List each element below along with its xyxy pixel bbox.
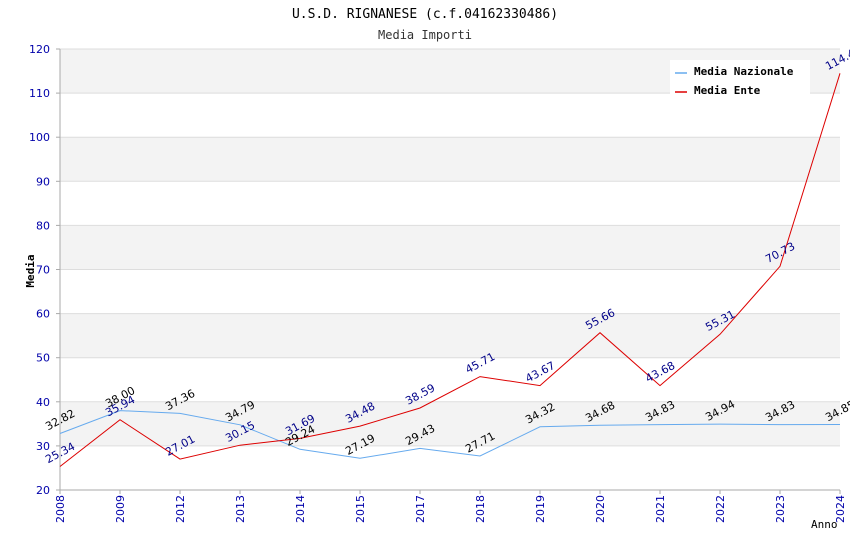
series-line-1 xyxy=(59,73,841,467)
x-tick-label: 2020 xyxy=(594,495,607,523)
y-tick-label: 50 xyxy=(36,352,50,365)
y-tick-label: 80 xyxy=(36,219,50,232)
x-tick-label: 2009 xyxy=(114,495,127,523)
series-line-0 xyxy=(59,410,841,459)
plot-band xyxy=(60,445,840,490)
x-tick-label: 2013 xyxy=(234,495,247,523)
series-lines xyxy=(59,73,841,467)
legend-label-media-nazionale: Media Nazionale xyxy=(694,65,794,78)
x-tick-label: 2012 xyxy=(174,495,187,523)
plot-band xyxy=(60,181,840,226)
legend-label-media-ente: Media Ente xyxy=(694,84,761,97)
plot-band xyxy=(60,357,840,402)
chart-title: U.S.D. RIGNANESE (c.f.04162330486) xyxy=(292,7,558,22)
plot-bands xyxy=(60,49,840,490)
plot-band xyxy=(60,313,840,358)
x-axis-ticks: 2008 2009 2012 2013 2014 2015 2017 2018 2019 2020… xyxy=(54,490,847,523)
y-axis-label: Media xyxy=(24,254,37,287)
x-axis-label: Anno xyxy=(811,518,838,531)
y-tick-label: 90 xyxy=(36,175,50,188)
y-tick-label: 110 xyxy=(29,87,50,100)
y-tick-label: 70 xyxy=(36,264,50,277)
x-tick-label: 2018 xyxy=(474,495,487,523)
y-tick-label: 30 xyxy=(36,440,50,453)
plot-band xyxy=(60,269,840,314)
x-tick-label: 2014 xyxy=(294,495,307,523)
plot-band xyxy=(60,93,840,138)
legend: Media Nazionale Media Ente xyxy=(670,60,810,97)
x-tick-label: 2019 xyxy=(534,495,547,523)
y-axis-ticks: 20 30 40 50 60 70 80 90 100 110 120 xyxy=(29,43,60,497)
x-tick-label: 2021 xyxy=(654,495,667,523)
chart-subtitle: Media Importi xyxy=(378,28,472,42)
x-tick-label: 2023 xyxy=(774,495,787,523)
x-tick-label: 2022 xyxy=(714,495,727,523)
y-tick-label: 60 xyxy=(36,308,50,321)
legend-box xyxy=(670,60,810,96)
y-tick-label: 40 xyxy=(36,396,50,409)
x-tick-label: 2015 xyxy=(354,495,367,523)
x-tick-label: 2017 xyxy=(414,495,427,523)
y-tick-label: 120 xyxy=(29,43,50,56)
y-tick-label: 100 xyxy=(29,131,50,144)
plot-band xyxy=(60,225,840,270)
plot-band xyxy=(60,137,840,182)
x-tick-label: 2024 xyxy=(834,495,847,523)
y-tick-label: 20 xyxy=(36,484,50,497)
x-tick-label: 2008 xyxy=(54,495,67,523)
